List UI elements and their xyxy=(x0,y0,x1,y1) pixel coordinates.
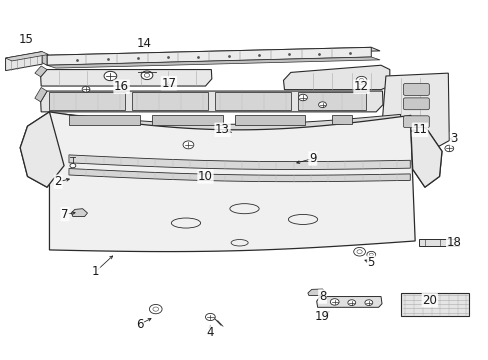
FancyBboxPatch shape xyxy=(403,116,428,128)
Text: 7: 7 xyxy=(61,208,69,221)
Polygon shape xyxy=(71,209,87,217)
Text: 8: 8 xyxy=(318,290,325,303)
Circle shape xyxy=(347,300,355,306)
Polygon shape xyxy=(47,47,379,59)
Text: 9: 9 xyxy=(308,152,316,165)
Circle shape xyxy=(444,145,453,152)
Polygon shape xyxy=(40,51,47,65)
Polygon shape xyxy=(152,115,222,126)
Polygon shape xyxy=(20,112,64,187)
Circle shape xyxy=(104,71,117,81)
Polygon shape xyxy=(5,51,48,61)
Polygon shape xyxy=(49,93,125,110)
Circle shape xyxy=(318,102,326,108)
Text: 16: 16 xyxy=(114,80,129,93)
Polygon shape xyxy=(49,113,400,138)
Text: 18: 18 xyxy=(446,236,461,249)
Circle shape xyxy=(205,314,215,320)
Polygon shape xyxy=(69,115,140,126)
Text: 17: 17 xyxy=(161,77,176,90)
Polygon shape xyxy=(5,51,42,71)
Text: 20: 20 xyxy=(422,294,436,307)
Circle shape xyxy=(70,163,76,168)
Text: 1: 1 xyxy=(92,265,100,278)
Text: 4: 4 xyxy=(206,326,214,339)
Circle shape xyxy=(183,141,193,149)
Text: 10: 10 xyxy=(198,170,212,183)
Polygon shape xyxy=(400,293,468,316)
Polygon shape xyxy=(298,93,366,110)
Circle shape xyxy=(330,299,338,305)
Text: 14: 14 xyxy=(137,37,152,50)
FancyBboxPatch shape xyxy=(403,98,428,110)
FancyBboxPatch shape xyxy=(403,84,428,95)
Circle shape xyxy=(355,76,366,84)
Polygon shape xyxy=(49,112,414,252)
Text: 11: 11 xyxy=(412,123,427,136)
Text: 6: 6 xyxy=(136,318,143,331)
Circle shape xyxy=(141,71,153,80)
Polygon shape xyxy=(47,47,370,65)
Text: 5: 5 xyxy=(367,256,374,269)
Circle shape xyxy=(366,251,375,258)
Polygon shape xyxy=(316,297,381,307)
Polygon shape xyxy=(132,93,207,110)
Polygon shape xyxy=(331,116,351,125)
Polygon shape xyxy=(409,116,441,187)
Polygon shape xyxy=(307,289,326,296)
Polygon shape xyxy=(215,93,290,110)
Polygon shape xyxy=(234,115,305,126)
Polygon shape xyxy=(69,168,409,182)
Text: 12: 12 xyxy=(353,80,368,93)
Polygon shape xyxy=(35,87,47,102)
Text: 3: 3 xyxy=(449,132,457,145)
Circle shape xyxy=(149,305,162,314)
Circle shape xyxy=(364,300,372,306)
Text: 15: 15 xyxy=(19,33,33,46)
Polygon shape xyxy=(47,57,379,68)
Circle shape xyxy=(82,86,90,92)
Polygon shape xyxy=(283,65,389,90)
Polygon shape xyxy=(41,91,382,112)
Polygon shape xyxy=(69,155,409,170)
Circle shape xyxy=(353,247,365,256)
Polygon shape xyxy=(380,73,448,146)
Circle shape xyxy=(298,94,307,101)
Text: 2: 2 xyxy=(54,175,62,188)
Text: 19: 19 xyxy=(314,310,329,323)
Polygon shape xyxy=(41,69,211,86)
Polygon shape xyxy=(35,66,47,77)
Polygon shape xyxy=(418,239,458,246)
Text: 13: 13 xyxy=(215,123,229,136)
